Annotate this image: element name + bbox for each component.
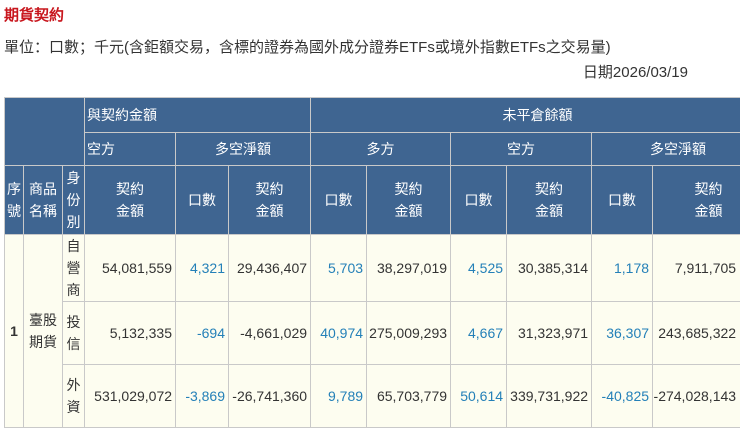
oi-long-lots: 40,974 — [311, 302, 367, 365]
oi-net-lots: 36,307 — [592, 302, 653, 365]
trade-net-amount: -26,741,360 — [229, 365, 311, 428]
row-product: 臺股期貨 — [24, 235, 63, 428]
oi-long-amount: 38,297,019 — [367, 235, 451, 302]
date-label: 日期2026/03/19 — [583, 61, 688, 82]
trade-net-lots: -3,869 — [176, 365, 229, 428]
oi-long-lots: 9,789 — [311, 365, 367, 428]
oi-short-lots: 50,614 — [451, 365, 507, 428]
header-trade-net: 多空淨額 — [176, 133, 311, 166]
trade-short-amount: 54,081,559 — [85, 235, 176, 302]
header-blank — [5, 98, 85, 166]
header-oi-long-amount: 契約金額 — [367, 166, 451, 235]
table-row-investment-trust: 投信 5,132,335 -694 -4,661,029 40,974 275,… — [5, 302, 740, 365]
trade-net-lots: -694 — [176, 302, 229, 365]
oi-short-lots: 4,667 — [451, 302, 507, 365]
oi-short-amount: 339,731,922 — [507, 365, 592, 428]
oi-long-amount: 65,703,779 — [367, 365, 451, 428]
oi-net-lots: -40,825 — [592, 365, 653, 428]
header-oi-net-amount: 契約金額 — [653, 166, 740, 235]
oi-net-lots: 1,178 — [592, 235, 653, 302]
row-identity: 投信 — [63, 302, 85, 365]
header-oi-net: 多空淨額 — [592, 133, 740, 166]
oi-short-lots: 4,525 — [451, 235, 507, 302]
header-oi-short: 空方 — [451, 133, 592, 166]
header-trade-net-amount: 契約金額 — [229, 166, 311, 235]
header-oi-short-amount: 契約金額 — [507, 166, 592, 235]
header-oi-long: 多方 — [311, 133, 451, 166]
oi-net-amount: 243,685,322 — [653, 302, 740, 365]
oi-short-amount: 30,385,314 — [507, 235, 592, 302]
header-seq: 序號 — [5, 166, 24, 235]
table-row-foreign: 外資 531,029,072 -3,869 -26,741,360 9,789 … — [5, 365, 740, 428]
trade-net-lots: 4,321 — [176, 235, 229, 302]
row-identity: 自營商 — [63, 235, 85, 302]
page-title: 期貨契約 — [4, 4, 64, 25]
header-oi-net-lots: 口數 — [592, 166, 653, 235]
oi-net-amount: 7,911,705 — [653, 235, 740, 302]
oi-long-amount: 275,009,293 — [367, 302, 451, 365]
header-trading-amount: 與契約金額 — [85, 98, 311, 133]
futures-institutional-table: 與契約金額 未平倉餘額 空方 多空淨額 多方 空方 多空淨額 序號 商品名稱 身… — [4, 97, 740, 428]
oi-short-amount: 31,323,971 — [507, 302, 592, 365]
unit-note: 單位：口數；千元(含鉅額交易，含標的證券為國外成分證券ETFs或境外指數ETFs… — [4, 36, 611, 57]
row-identity: 外資 — [63, 365, 85, 428]
header-trade-short-amount: 契約金額 — [85, 166, 176, 235]
header-oi-long-lots: 口數 — [311, 166, 367, 235]
trade-net-amount: 29,436,407 — [229, 235, 311, 302]
header-identity: 身份別 — [63, 166, 85, 235]
header-product: 商品名稱 — [24, 166, 63, 235]
table-row-dealer: 1 臺股期貨 自營商 54,081,559 4,321 29,436,407 5… — [5, 235, 740, 302]
trade-short-amount: 5,132,335 — [85, 302, 176, 365]
header-open-interest: 未平倉餘額 — [311, 98, 740, 133]
row-seq: 1 — [5, 235, 24, 428]
header-trade-net-lots: 口數 — [176, 166, 229, 235]
trade-short-amount: 531,029,072 — [85, 365, 176, 428]
oi-long-lots: 5,703 — [311, 235, 367, 302]
oi-net-amount: -274,028,143 — [653, 365, 740, 428]
header-oi-short-lots: 口數 — [451, 166, 507, 235]
header-trade-short: 空方 — [85, 133, 176, 166]
trade-net-amount: -4,661,029 — [229, 302, 311, 365]
